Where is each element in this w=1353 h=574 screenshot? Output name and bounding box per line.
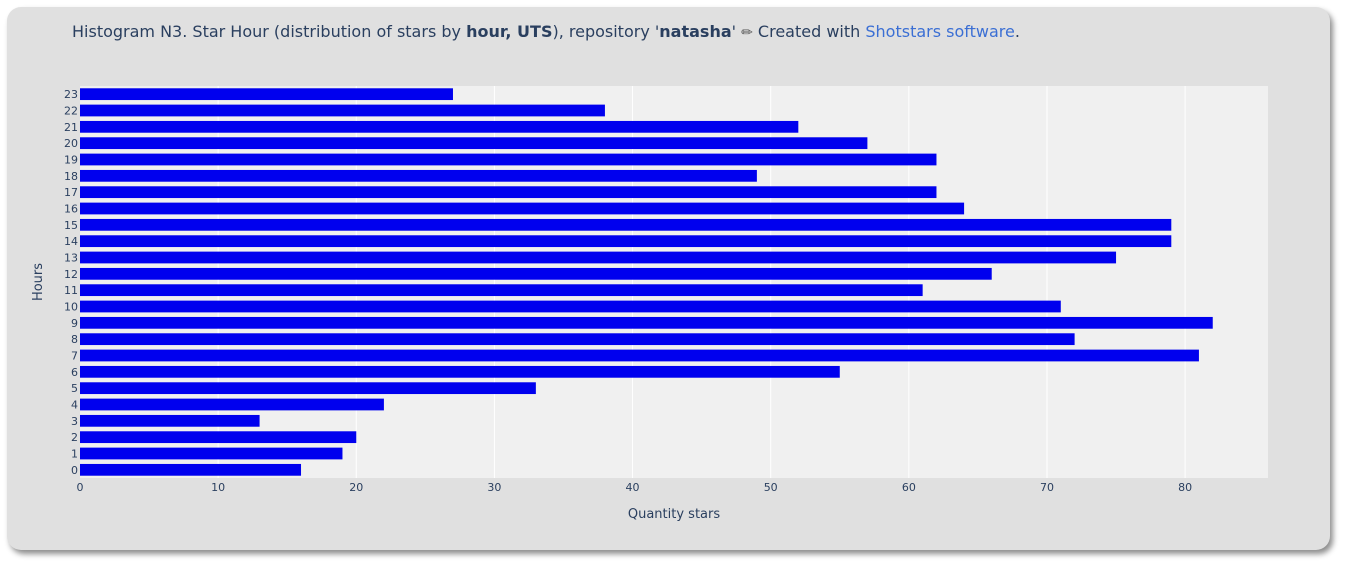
- y-tick-label: 0: [71, 464, 78, 477]
- shotstars-link[interactable]: Shotstars software: [865, 22, 1015, 41]
- y-tick-label: 14: [64, 235, 78, 248]
- bar: [80, 398, 384, 411]
- pencil-icon: ✏: [741, 25, 753, 41]
- plot-area: [80, 86, 1268, 478]
- y-tick-label: 8: [71, 333, 78, 346]
- x-tick-label: 80: [1178, 481, 1192, 494]
- bar: [80, 202, 965, 215]
- y-tick-label: 13: [64, 252, 78, 265]
- y-tick-label: 19: [64, 154, 78, 167]
- bar: [80, 153, 937, 166]
- chart-header: Histogram N3. Star Hour (distribution of…: [72, 22, 1020, 41]
- x-tick-label: 30: [487, 481, 501, 494]
- bar: [80, 218, 1172, 231]
- bar: [80, 365, 840, 378]
- y-tick-label: 22: [64, 105, 78, 118]
- y-axis-title: Hours: [31, 263, 46, 301]
- y-tick-label: 1: [71, 448, 78, 461]
- header-bold-hour: hour, UTS: [466, 22, 553, 41]
- x-tick-label: 0: [77, 481, 84, 494]
- bar: [80, 316, 1213, 329]
- bar: [80, 300, 1061, 313]
- bar: [80, 382, 536, 395]
- bar: [80, 431, 357, 444]
- y-tick-label: 4: [71, 399, 78, 412]
- bar: [80, 169, 757, 182]
- header-end: .: [1014, 22, 1020, 41]
- header-mid: ), repository ': [552, 22, 660, 41]
- y-tick-label: 12: [64, 268, 78, 281]
- y-tick-label: 9: [71, 317, 78, 330]
- bar: [80, 235, 1172, 248]
- y-tick-label: 23: [64, 88, 78, 101]
- y-tick-label: 20: [64, 137, 78, 150]
- bar: [80, 333, 1075, 346]
- x-tick-label: 20: [349, 481, 363, 494]
- y-tick-label: 6: [71, 366, 78, 379]
- y-tick-label: 11: [64, 284, 78, 297]
- x-tick-label: 60: [902, 481, 916, 494]
- header-created: Created with: [752, 22, 866, 41]
- x-tick-label: 40: [626, 481, 640, 494]
- bar: [80, 267, 992, 280]
- y-tick-label: 16: [64, 203, 78, 216]
- bar: [80, 186, 937, 199]
- x-tick-label: 70: [1040, 481, 1054, 494]
- bar: [80, 251, 1117, 264]
- y-tick-label: 21: [64, 121, 78, 134]
- bar: [80, 447, 343, 460]
- x-axis-title: Quantity stars: [628, 507, 720, 522]
- y-tick-label: 2: [71, 431, 78, 444]
- header-after: ': [731, 22, 742, 41]
- bar: [80, 414, 260, 427]
- x-tick-label: 10: [211, 481, 225, 494]
- bar: [80, 120, 799, 133]
- y-tick-label: 3: [71, 415, 78, 428]
- bar: [80, 463, 302, 476]
- header-prefix: Histogram N3. Star Hour (distribution of…: [72, 22, 467, 41]
- bar: [80, 104, 605, 117]
- bar: [80, 349, 1199, 362]
- y-tick-label: 17: [64, 186, 78, 199]
- bar: [80, 284, 923, 297]
- y-tick-label: 15: [64, 219, 78, 232]
- bar: [80, 137, 868, 150]
- bar: [80, 88, 453, 101]
- y-tick-label: 7: [71, 350, 78, 363]
- header-bold-repo: natasha: [659, 22, 732, 41]
- y-tick-label: 10: [64, 301, 78, 314]
- x-tick-label: 50: [764, 481, 778, 494]
- y-tick-label: 18: [64, 170, 78, 183]
- y-tick-label: 5: [71, 382, 78, 395]
